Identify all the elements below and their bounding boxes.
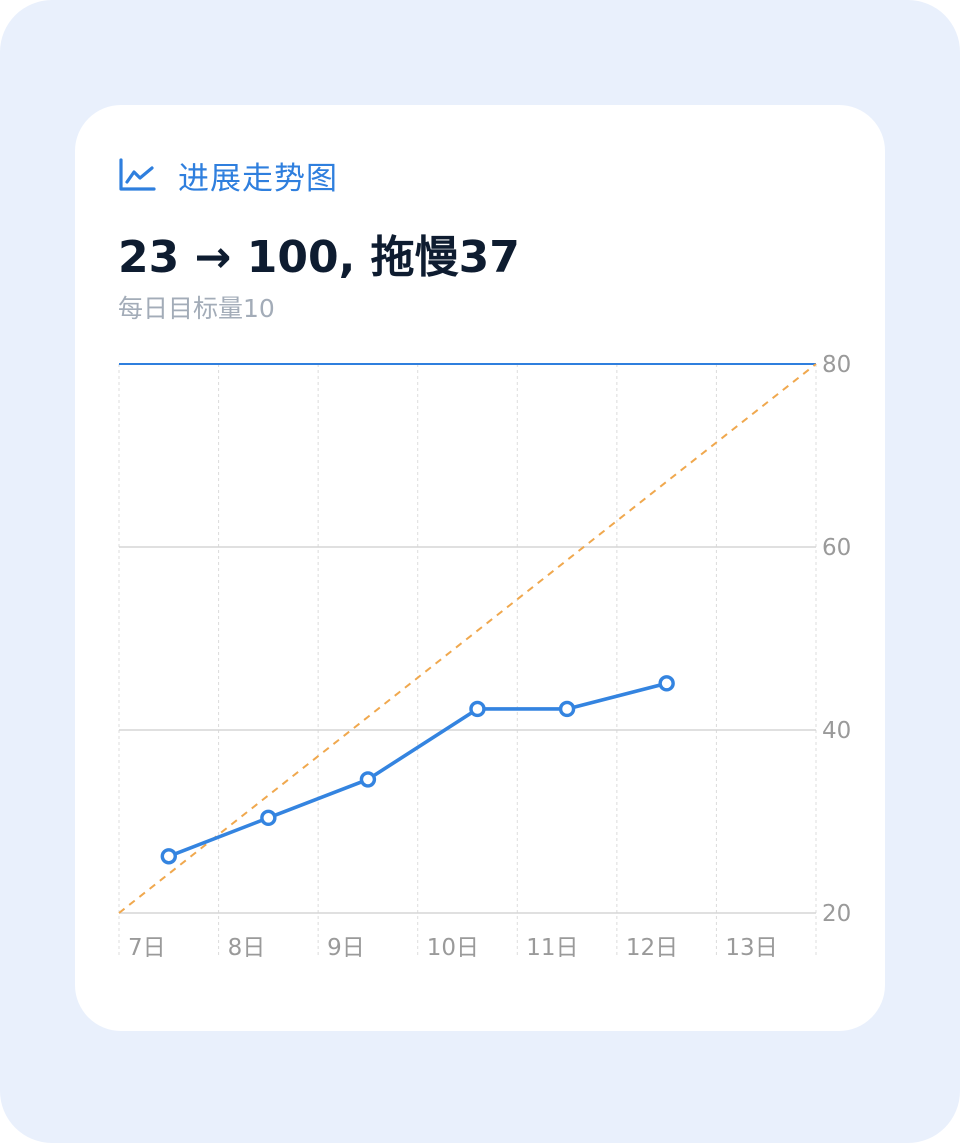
y-tick-label: 40 <box>822 718 851 744</box>
x-tick-label: 10日 <box>427 935 479 961</box>
x-tick-label: 9日 <box>327 935 365 961</box>
progress-data-point <box>260 809 277 827</box>
x-tick-label: 8日 <box>228 935 266 961</box>
daily-target-subtitle: 每日目标量10 <box>118 294 275 323</box>
progress-series-line <box>166 681 669 859</box>
progress-data-point <box>160 848 177 865</box>
x-tick-label: 11日 <box>526 935 578 961</box>
progress-data-point <box>359 771 377 788</box>
target-pace-line <box>118 363 817 914</box>
x-tick-label: 13日 <box>725 935 777 961</box>
y-tick-label: 80 <box>822 352 851 378</box>
card-header: 进展走势图 <box>118 155 338 197</box>
progress-data-point <box>469 700 486 718</box>
x-tick-label: 7日 <box>128 935 166 961</box>
progress-data-point <box>558 700 576 718</box>
x-tick-label: 12日 <box>626 935 678 961</box>
y-tick-label: 60 <box>822 535 851 561</box>
progress-headline: 23 → 100, 拖慢37 <box>118 232 520 283</box>
line-chart-icon <box>119 158 156 191</box>
progress-data-point <box>658 675 675 692</box>
y-tick-label: 20 <box>822 901 851 927</box>
progress-trend-card: 进展走势图 23 → 100, 拖慢37 每日目标量10 <box>75 105 885 1031</box>
card-title: 进展走势图 <box>178 160 338 197</box>
